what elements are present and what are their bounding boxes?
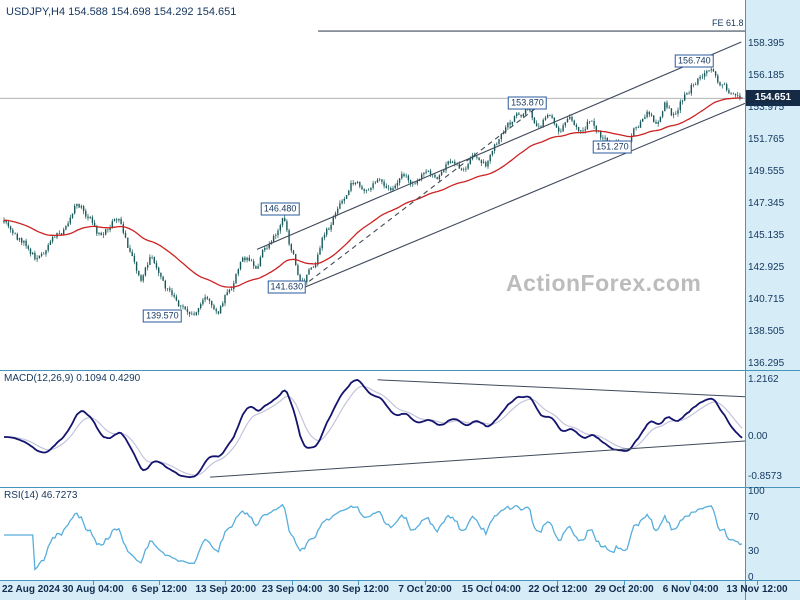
time-axis-tickmark bbox=[92, 581, 94, 585]
price-axis-separator bbox=[745, 0, 746, 600]
price-axis-tick: 140.715 bbox=[748, 293, 785, 305]
time-axis-tickmark bbox=[225, 581, 227, 585]
price-axis-tick: 142.925 bbox=[748, 261, 785, 273]
time-axis-tickmark bbox=[690, 581, 692, 585]
time-axis-label: 13 Nov 12:00 bbox=[726, 584, 788, 595]
time-axis-label: 15 Oct 04:00 bbox=[461, 584, 521, 595]
time-axis-label: 23 Sep 04:00 bbox=[261, 584, 323, 595]
time-axis-tickmark bbox=[358, 581, 360, 585]
rsi-axis-tick: 0 bbox=[748, 572, 754, 583]
rsi-axis-tick: 70 bbox=[748, 511, 760, 523]
swing-price-label: 153.870 bbox=[508, 96, 547, 110]
time-axis-label: 6 Nov 04:00 bbox=[662, 584, 719, 595]
price-trendline-1 bbox=[256, 41, 742, 250]
symbol-ohlc-header: USDJPY,H4 154.588 154.698 154.292 154.65… bbox=[6, 6, 237, 18]
rsi-panel-separator bbox=[0, 487, 800, 488]
current-price-tag: 154.651 bbox=[746, 90, 800, 107]
macd-signal-line bbox=[4, 385, 743, 476]
swing-price-label: 141.630 bbox=[267, 280, 307, 294]
candle-wicks bbox=[3, 67, 743, 317]
time-axis-label: 22 Oct 12:00 bbox=[528, 584, 588, 595]
price-axis-tick: 156.185 bbox=[748, 70, 785, 82]
time-axis-label: 7 Oct 20:00 bbox=[398, 584, 452, 595]
price-axis-tick: 153.975 bbox=[748, 102, 785, 114]
price-axis-tick: 158.395 bbox=[748, 38, 785, 50]
macd-axis-tick: -0.8573 bbox=[748, 471, 782, 483]
price-axis-tick: 145.135 bbox=[748, 229, 785, 241]
price-axis-tick: 151.765 bbox=[748, 134, 785, 146]
time-axis-label: 22 Aug 2024 bbox=[2, 584, 60, 595]
rsi-axis-tick: 100 bbox=[748, 486, 765, 497]
rsi-axis-tick: 30 bbox=[748, 546, 760, 558]
time-axis-label: 13 Sep 20:00 bbox=[195, 584, 257, 595]
macd-axis-tick: 0.00 bbox=[748, 431, 768, 442]
macd-panel-separator bbox=[0, 370, 800, 371]
macd-line bbox=[4, 379, 743, 479]
time-axis-tickmark bbox=[756, 581, 758, 585]
swing-price-label: 139.570 bbox=[143, 309, 182, 323]
macd-indicator-label: MACD(12,26,9) 0.1094 0.4290 bbox=[4, 373, 141, 384]
time-axis-tickmark bbox=[490, 581, 492, 585]
macd-trendline-1 bbox=[377, 379, 746, 398]
time-axis-tickmark bbox=[291, 581, 293, 585]
time-axis-label: 30 Aug 04:00 bbox=[62, 584, 124, 595]
macd-trendline-2 bbox=[210, 440, 746, 478]
swing-price-label: 151.270 bbox=[593, 140, 632, 154]
time-axis-tickmark bbox=[424, 581, 426, 585]
price-axis-tick: 136.295 bbox=[748, 357, 785, 369]
time-axis-tickmark bbox=[623, 581, 625, 585]
macd-axis-tick: 1.2162 bbox=[748, 373, 779, 385]
price-trendline-3 bbox=[308, 101, 545, 282]
rsi-line bbox=[4, 503, 743, 571]
time-axis-label: 30 Sep 12:00 bbox=[328, 584, 389, 595]
swing-price-label: 156.740 bbox=[675, 54, 714, 68]
moving-average-line bbox=[4, 97, 743, 288]
rsi-indicator-label: RSI(14) 46.7273 bbox=[4, 490, 78, 501]
price-trendline-2 bbox=[301, 102, 746, 290]
time-axis-tickmark bbox=[557, 581, 559, 585]
fib-extension-label: FE 61.8 bbox=[712, 18, 744, 29]
time-axis-background bbox=[0, 581, 800, 600]
swing-price-label: 146.480 bbox=[260, 202, 300, 216]
time-axis-label: 6 Sep 12:00 bbox=[131, 584, 187, 595]
price-axis-tick: 147.345 bbox=[748, 197, 785, 209]
candle-bodies bbox=[3, 69, 743, 315]
price-axis-tick: 138.505 bbox=[748, 325, 785, 337]
watermark: ActionForex.com bbox=[506, 270, 702, 296]
price-axis-tick: 149.555 bbox=[748, 166, 785, 178]
time-axis-tickmark bbox=[158, 581, 160, 585]
time-axis-separator bbox=[0, 580, 800, 581]
time-axis-label: 29 Oct 20:00 bbox=[594, 584, 654, 595]
